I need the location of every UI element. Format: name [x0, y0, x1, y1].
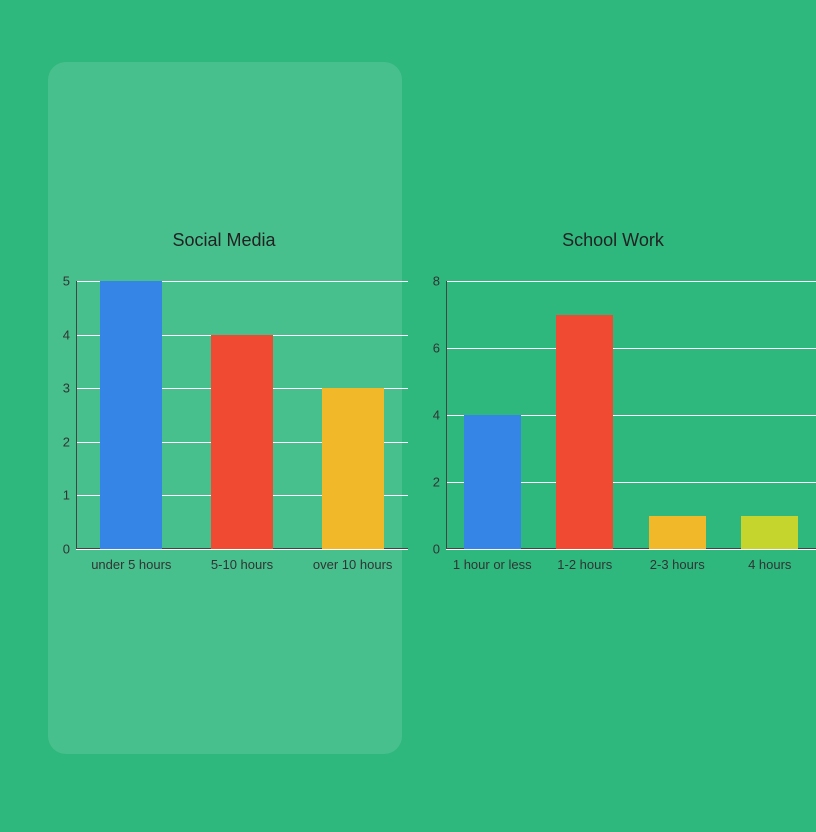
chart-title: Social Media	[58, 230, 390, 251]
xtick-label: 1 hour or less	[446, 549, 539, 573]
ytick-label: 8	[433, 274, 446, 289]
gridline	[446, 348, 816, 349]
chart-plot: 012345under 5 hours5-10 hoursover 10 hou…	[76, 281, 408, 549]
xtick-label: over 10 hours	[297, 549, 408, 573]
bar	[741, 516, 798, 550]
ytick-label: 2	[63, 434, 76, 449]
chart-plot: 024681 hour or less1-2 hours2-3 hours4 h…	[446, 281, 816, 549]
ytick-label: 3	[63, 381, 76, 396]
y-axis	[446, 281, 447, 549]
bar	[649, 516, 706, 550]
bar	[211, 335, 273, 549]
xtick-label: 1-2 hours	[539, 549, 632, 573]
bar	[100, 281, 162, 549]
ytick-label: 0	[433, 542, 446, 557]
ytick-label: 2	[433, 475, 446, 490]
bar	[322, 388, 384, 549]
ytick-label: 4	[63, 327, 76, 342]
ytick-label: 0	[63, 542, 76, 557]
ytick-label: 5	[63, 274, 76, 289]
ytick-label: 4	[433, 408, 446, 423]
bar	[556, 315, 613, 550]
xtick-label: 4 hours	[724, 549, 816, 573]
ytick-label: 6	[433, 341, 446, 356]
bar	[464, 415, 521, 549]
chart-title: School Work	[428, 230, 798, 251]
xtick-label: 5-10 hours	[187, 549, 298, 573]
ytick-label: 1	[63, 488, 76, 503]
chart-social-media: Social Media012345under 5 hours5-10 hour…	[58, 230, 390, 549]
gridline	[446, 281, 816, 282]
xtick-label: 2-3 hours	[631, 549, 724, 573]
chart-school-work: School Work024681 hour or less1-2 hours2…	[428, 230, 798, 549]
xtick-label: under 5 hours	[76, 549, 187, 573]
y-axis	[76, 281, 77, 549]
